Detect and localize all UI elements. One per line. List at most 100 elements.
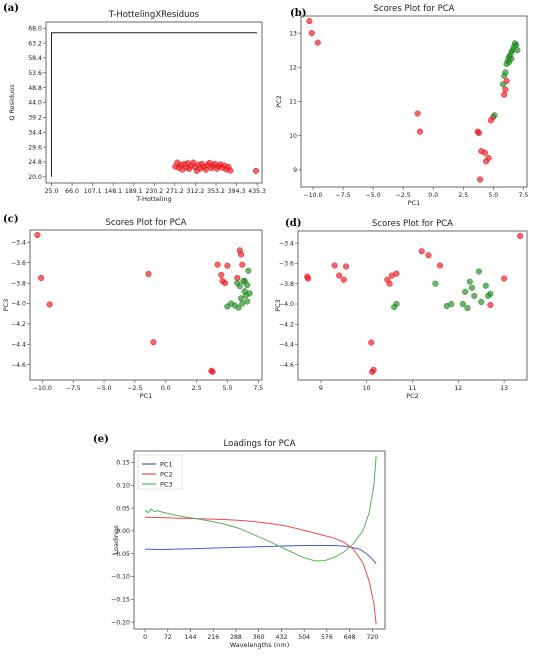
y-tick-label-a: 68.0 bbox=[28, 25, 42, 32]
scatter-point-d-s0 bbox=[305, 275, 312, 282]
control-limit-line bbox=[51, 32, 257, 177]
scatter-point-d-s1 bbox=[471, 292, 478, 299]
x-tick-label-e: 432 bbox=[276, 634, 288, 641]
x-tick-label-c: −5.0 bbox=[97, 385, 112, 392]
x-tick-label-e: 216 bbox=[207, 634, 219, 641]
x-tick-label-c: 5.0 bbox=[223, 385, 233, 392]
y-axis-label-c: PC3 bbox=[2, 299, 10, 312]
y-tick-label-c: −3.6 bbox=[11, 260, 26, 267]
scatter-point-b-s0 bbox=[477, 176, 484, 183]
scatter-point-d-s0 bbox=[340, 276, 347, 283]
y-tick-label-b: 11 bbox=[289, 99, 297, 106]
y-tick-label-b: 9 bbox=[293, 167, 297, 174]
x-tick-label-a: 353.2 bbox=[207, 188, 225, 195]
scatter-point-d-s1 bbox=[459, 300, 466, 308]
scatter-point-c-s0 bbox=[214, 261, 221, 268]
y-tick-label-e: 0.00 bbox=[116, 528, 130, 535]
x-tick-label-e: 576 bbox=[321, 634, 333, 641]
scatter-point-c-s1 bbox=[236, 283, 243, 290]
scatter-point-d-s1 bbox=[468, 284, 476, 291]
scatter-point-c-s1 bbox=[237, 295, 245, 302]
scatter-point-c-s1 bbox=[245, 267, 252, 274]
scatter-point-d-s0 bbox=[517, 233, 524, 240]
x-tick-label-a: 148.1 bbox=[104, 188, 122, 195]
x-tick-label-a: 394.3 bbox=[228, 188, 246, 195]
scatter-point-c-s0 bbox=[34, 232, 41, 239]
panel-b: (b) Scores Plot for PCA −10.0 −7.5 −5.0 −2.5 0… bbox=[275, 4, 528, 207]
chart-title-d: Scores Plot for PCA bbox=[372, 219, 453, 229]
x-tick-label-d: 9 bbox=[319, 385, 323, 392]
panel-label-a: (a) bbox=[3, 3, 19, 14]
scatter-point-d-s1 bbox=[432, 280, 439, 287]
y-tick-label-b: 13 bbox=[289, 30, 297, 37]
y-tick-label-c: −4.6 bbox=[11, 362, 26, 369]
scatter-point-d-s0 bbox=[425, 252, 432, 259]
panel-d: (d) Scores Plot for PCA 9 10 11 12 13 −4.6 −4.4 −… bbox=[274, 218, 528, 400]
scatter-point-d-s1 bbox=[487, 290, 494, 297]
x-tick-label-c: 2.5 bbox=[192, 385, 202, 392]
series-line-pc2 bbox=[145, 516, 377, 625]
scatter-point-c-s1 bbox=[241, 277, 248, 285]
x-tick-label-e: 0 bbox=[143, 634, 147, 641]
y-tick-label-e: −0.15 bbox=[111, 597, 130, 604]
y-tick-label-e: −0.10 bbox=[111, 574, 130, 581]
scatter-point-d-s1 bbox=[482, 282, 489, 289]
y-axis-label-a: Q Residuos bbox=[8, 84, 16, 121]
panel-e: (e) Loadings for PCA 0 72 144 216 288 360 432 504… bbox=[93, 434, 386, 649]
y-tick-label-d: −3.8 bbox=[279, 281, 294, 288]
scatter-point-d-s1 bbox=[478, 298, 485, 306]
x-tick-label-e: 504 bbox=[298, 634, 310, 641]
panel-c: (c) Scores Plot for PCA −10.0 −7.5 −5.0 −2.5 0… bbox=[2, 214, 263, 400]
scatter-point-b-s0 bbox=[485, 154, 492, 161]
scatter-point-d-s1 bbox=[464, 304, 471, 312]
y-tick-label-a: 44.0 bbox=[28, 100, 42, 107]
plot-frame-a bbox=[45, 21, 263, 184]
scatter-point-b-s0 bbox=[481, 149, 488, 156]
scatter-point-c-s0 bbox=[234, 274, 241, 282]
scatter-point-d-s0 bbox=[418, 248, 425, 255]
scatter-point-b-s1 bbox=[508, 55, 515, 62]
scatter-point-c-s0 bbox=[239, 261, 246, 268]
chart-title-e: Loadings for PCA bbox=[224, 439, 296, 449]
y-tick-label-b: 10 bbox=[289, 133, 297, 140]
scatter-point-c-s0 bbox=[209, 368, 216, 375]
legend-label-pc1: PC1 bbox=[160, 460, 173, 468]
scatter-point-d-s1 bbox=[466, 278, 473, 285]
scatter-point-b-s1 bbox=[491, 112, 498, 119]
scatter-point-d-s1 bbox=[462, 288, 469, 295]
scatter-point-b-s1 bbox=[499, 81, 507, 88]
x-tick-label-a: 271.2 bbox=[166, 188, 184, 195]
scatter-point-b-s0 bbox=[501, 91, 508, 98]
x-tick-label-c: −2.5 bbox=[127, 385, 142, 392]
x-tick-label-b: 0.0 bbox=[428, 192, 438, 199]
x-tick-label-d: 10 bbox=[363, 385, 371, 392]
scatter-point-c-s0 bbox=[237, 251, 245, 258]
scatter-point-c-s1 bbox=[246, 290, 253, 297]
scatter-point-c-s0 bbox=[224, 262, 231, 269]
y-tick-label-d: −4.4 bbox=[279, 342, 294, 349]
x-tick-label-b: −2.5 bbox=[396, 192, 411, 199]
y-tick-label-d: −3.4 bbox=[279, 240, 294, 247]
y-tick-label-a: 48.8 bbox=[28, 85, 42, 92]
scatter-point-b-s1 bbox=[514, 47, 521, 54]
y-tick-label-a: 24.8 bbox=[28, 159, 42, 166]
x-tick-label-a: 230.2 bbox=[145, 188, 163, 195]
scatter-point-b-s0 bbox=[306, 18, 313, 25]
y-axis-label-d: PC3 bbox=[274, 299, 282, 312]
plot-frame-b bbox=[300, 15, 528, 188]
x-tick-label-a: 435.3 bbox=[248, 188, 266, 195]
y-tick-label-c: −3.8 bbox=[11, 280, 26, 287]
x-tick-label-d: 12 bbox=[454, 385, 462, 392]
scatter-point-a-s0 bbox=[227, 167, 234, 174]
panel-label-e: (e) bbox=[93, 434, 109, 445]
y-tick-label-d: −4.2 bbox=[279, 321, 294, 328]
y-tick-label-d: −4.0 bbox=[279, 301, 294, 308]
panel-label-c: (c) bbox=[3, 214, 19, 225]
scatter-point-d-s0 bbox=[370, 366, 377, 373]
x-axis-label-c: PC1 bbox=[140, 392, 153, 400]
x-tick-label-e: 288 bbox=[230, 634, 242, 641]
scatter-point-b-s0 bbox=[414, 110, 421, 117]
y-axis-label-b: PC2 bbox=[275, 95, 283, 108]
x-tick-label-e: 72 bbox=[164, 634, 172, 641]
x-tick-label-e: 144 bbox=[185, 634, 197, 641]
